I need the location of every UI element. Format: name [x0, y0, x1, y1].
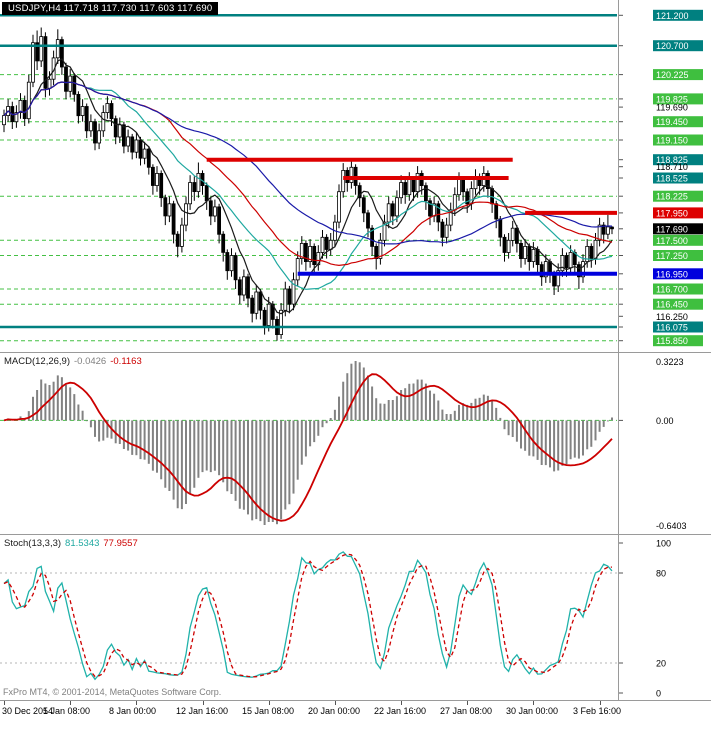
price-label: 116.700 [656, 285, 688, 295]
copyright-text: FxPro MT4, © 2001-2014, MetaQuotes Softw… [3, 687, 222, 697]
ma-8-line[interactable] [3, 58, 613, 315]
time-label: 3 Feb 16:00 [573, 706, 622, 716]
stoch-name: Stoch(13,3,3) [4, 538, 62, 549]
time-label: 5 Jan 08:00 [43, 706, 91, 716]
price-label-box [653, 335, 703, 347]
svg-text:0.00: 0.00 [656, 416, 674, 426]
time-axis-line [0, 700, 711, 701]
macd-signal-line [3, 373, 613, 522]
time-tick [70, 701, 71, 705]
time-tick [335, 701, 336, 705]
stoch-axis-labels: 100 80 20 0 [618, 539, 671, 699]
price-label-box [653, 40, 703, 52]
time-tick [269, 701, 270, 705]
price-label-box [653, 69, 703, 81]
time-tick [4, 701, 5, 705]
price-label: 119.150 [656, 136, 688, 146]
price-label: 116.950 [656, 269, 688, 279]
price-label-box [653, 9, 703, 21]
price-label: 118.710 [656, 162, 688, 172]
price-label: 117.950 [656, 208, 688, 218]
price-label-box [653, 234, 703, 246]
macd-signal-value: -0.1163 [110, 356, 142, 367]
price-label-box [653, 116, 703, 128]
price-label: 119.690 [656, 103, 688, 113]
price-label: 117.500 [656, 236, 688, 246]
time-tick [533, 701, 534, 705]
stoch-d-value: 77.9557 [103, 538, 138, 549]
time-tick [136, 701, 137, 705]
panel-divider[interactable] [0, 352, 711, 353]
macd-axis-labels: 0.3223 0.00 -0.6403 [618, 357, 687, 531]
macd-main-value: -0.0426 [74, 356, 107, 367]
time-axis[interactable]: 30 Dec 2014 5 Jan 08:00 8 Jan 00:00 12 Jan … [0, 701, 711, 732]
price-label-box [653, 154, 703, 166]
ma-55-line[interactable] [3, 81, 613, 245]
time-label: 12 Jan 16:00 [176, 706, 229, 716]
price-label: 117.250 [656, 251, 688, 261]
time-tick [600, 701, 601, 705]
moving-averages [3, 58, 613, 315]
svg-text:20: 20 [656, 659, 666, 669]
macd-panel[interactable]: 0.3223 0.00 -0.6403 [0, 353, 711, 534]
candles [2, 27, 614, 341]
time-label: 27 Jan 08:00 [440, 706, 493, 716]
stoch-k-value: 81.5343 [65, 538, 100, 549]
price-label: 120.225 [656, 70, 689, 80]
stoch-indicator-label: Stoch(13,3,3) 81.5343 77.9557 [4, 538, 138, 549]
time-tick [401, 701, 402, 705]
price-label-box [653, 321, 703, 333]
price-label-box [653, 134, 703, 146]
price-label-box [653, 268, 703, 280]
price-label: 116.075 [656, 323, 688, 333]
time-tick [203, 701, 204, 705]
price-label-box [653, 250, 703, 261]
price-label-box [653, 190, 703, 202]
price-label-box [653, 223, 703, 235]
price-label: 116.450 [656, 300, 688, 310]
time-label: 20 Jan 00:00 [308, 706, 361, 716]
price-label: 119.450 [656, 117, 688, 127]
price-label: 118.825 [656, 155, 688, 165]
price-label: 115.850 [656, 336, 688, 346]
svg-text:-0.6403: -0.6403 [656, 521, 687, 531]
price-label: 118.525 [656, 174, 688, 184]
price-label: 121.200 [656, 11, 689, 21]
price-label-box [653, 298, 703, 310]
price-label-box [653, 93, 703, 105]
time-label: 22 Jan 16:00 [374, 706, 427, 716]
macd-indicator-label: MACD(12,26,9) -0.0426 -0.1163 [4, 356, 142, 367]
ma-21-line[interactable] [3, 81, 613, 290]
macd-name: MACD(12,26,9) [4, 356, 70, 367]
time-label: 15 Jan 08:00 [242, 706, 295, 716]
time-tick [467, 701, 468, 705]
svg-text:80: 80 [656, 569, 666, 579]
price-label-box [653, 172, 703, 184]
stoch-d-line [3, 553, 613, 678]
stoch-panel[interactable]: 100 80 20 0 [0, 535, 711, 701]
time-label: 8 Jan 00:00 [109, 706, 157, 716]
svg-text:100: 100 [656, 539, 671, 549]
price-label: 120.700 [656, 41, 689, 51]
panel-divider[interactable] [0, 534, 711, 535]
price-label-box [653, 207, 703, 219]
stoch-k-line [3, 551, 613, 681]
time-label: 30 Jan 00:00 [506, 706, 559, 716]
svg-text:0: 0 [656, 689, 661, 699]
price-label-box [653, 283, 703, 295]
price-label: 118.225 [656, 192, 688, 202]
price-label: 117.690 [656, 224, 688, 234]
macd-histogram [7, 361, 613, 525]
price-label: 119.825 [656, 94, 688, 104]
time-label: 30 Dec 2014 [2, 706, 54, 716]
price-axis-line [618, 0, 619, 701]
svg-text:0.3223: 0.3223 [656, 357, 684, 367]
price-label: 116.250 [656, 312, 688, 322]
support-resistance-lines [0, 14, 617, 329]
chart-title: USDJPY,H4 117.718 117.730 117.603 117.69… [2, 2, 219, 15]
